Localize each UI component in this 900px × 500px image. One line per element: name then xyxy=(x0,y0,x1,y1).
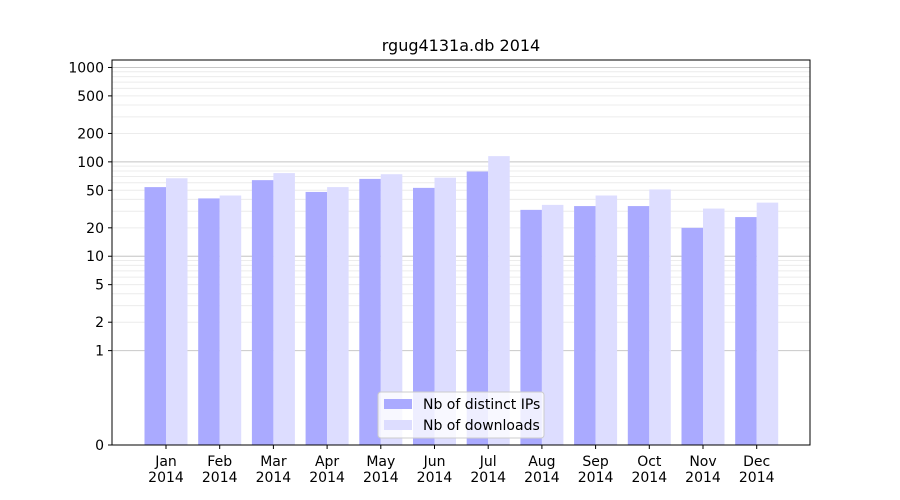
legend: Nb of distinct IPs Nb of downloads xyxy=(377,391,545,439)
y-tick-label: 500 xyxy=(77,89,104,105)
y-tick-label: 2 xyxy=(95,315,104,331)
bar-downloads xyxy=(273,173,295,446)
bar-downloads xyxy=(434,177,456,446)
x-tick-label: Sep 2014 xyxy=(578,454,614,486)
x-tick-label: Nov 2014 xyxy=(685,454,721,486)
bar-distinct-ips xyxy=(520,209,542,445)
legend-box xyxy=(377,391,545,439)
chart-title: rgug4131a.db 2014 xyxy=(382,36,540,55)
bar-downloads xyxy=(327,187,349,446)
x-tick-label: Aug 2014 xyxy=(524,454,560,486)
bars xyxy=(144,156,779,446)
y-tick-label: 100 xyxy=(77,155,104,171)
y-tick-label: 200 xyxy=(77,126,104,142)
bar-downloads xyxy=(488,156,510,446)
x-tick-label: Jun 2014 xyxy=(417,454,453,486)
bar-downloads xyxy=(595,195,618,445)
y-tick-label: 1 xyxy=(95,344,104,360)
x-tick-label: Oct 2014 xyxy=(631,454,667,486)
plot-frame xyxy=(111,59,811,446)
bar-distinct-ips xyxy=(251,180,274,445)
bar-downloads xyxy=(756,202,779,445)
y-tick-label: 1000 xyxy=(68,60,104,76)
x-tick-label: Jan 2014 xyxy=(148,454,184,486)
bar-distinct-ips xyxy=(466,171,489,445)
bar-downloads xyxy=(166,178,188,445)
x-tick-label: Feb 2014 xyxy=(202,454,238,486)
legend-label: Nb of downloads xyxy=(423,418,540,434)
bar-distinct-ips xyxy=(574,206,596,445)
y-tick-label: 20 xyxy=(86,221,104,237)
bar-distinct-ips xyxy=(198,198,220,445)
legend-label: Nb of distinct IPs xyxy=(423,397,540,413)
bar-downloads xyxy=(541,204,564,445)
bar-downloads xyxy=(219,195,242,445)
x-tick-label: Dec 2014 xyxy=(739,454,775,486)
x-tick-label: Jul 2014 xyxy=(470,454,506,486)
x-tick-label: Apr 2014 xyxy=(309,454,345,486)
y-tick-label: 0 xyxy=(95,438,104,454)
bar-distinct-ips xyxy=(681,227,703,445)
y-axis-ticks: 0 1 2 5 10 20 50 100 200 500 1000 xyxy=(68,60,112,454)
bar-distinct-ips xyxy=(627,206,650,445)
bar-downloads xyxy=(380,174,403,445)
bar-downloads xyxy=(703,208,725,445)
bar-distinct-ips xyxy=(735,217,757,445)
y-tick-label: 50 xyxy=(86,183,104,199)
x-tick-label: Mar 2014 xyxy=(256,454,292,486)
x-tick-label: May 2014 xyxy=(363,454,399,486)
legend-swatch xyxy=(384,420,412,430)
bar-distinct-ips xyxy=(359,178,381,445)
x-axis-ticks: Jan 2014 Feb 2014 Mar 2014 Apr 2014 May 2014 Jun 20… xyxy=(148,445,775,486)
bar-distinct-ips xyxy=(413,187,435,446)
bar-distinct-ips xyxy=(305,191,328,445)
y-tick-label: 5 xyxy=(95,278,104,294)
bar-downloads xyxy=(649,189,671,445)
bar-distinct-ips xyxy=(144,187,166,446)
legend-swatch xyxy=(384,399,412,409)
y-tick-label: 10 xyxy=(86,249,104,265)
